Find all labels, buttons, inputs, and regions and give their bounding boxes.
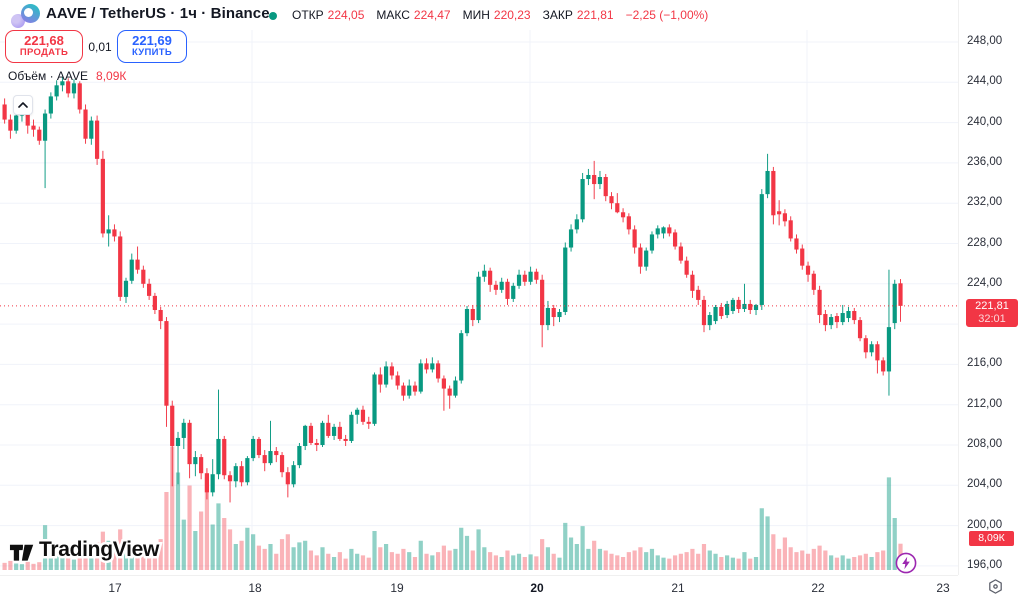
buy-price: 221,69: [132, 33, 172, 49]
time-tick-label: 23: [936, 581, 950, 595]
time-tick-label: 19: [390, 581, 404, 595]
sell-label: ПРОДАТЬ: [19, 47, 69, 59]
volume-study-legend[interactable]: Объём · AAVE 8,09К: [8, 69, 126, 83]
price-tick-label: 236,00: [967, 155, 1003, 168]
open-value: 224,05: [327, 8, 365, 22]
time-tick-label: 22: [811, 581, 825, 595]
change-value: −2,25 (−1,00%): [625, 8, 709, 22]
spread-value: 0,01: [84, 30, 116, 63]
aave-coin-icon: [10, 3, 42, 29]
price-tick-label: 224,00: [967, 276, 1003, 289]
tradingview-watermark: TradingView TradingView: [8, 536, 162, 566]
price-tick-label: 208,00: [967, 438, 1003, 450]
close-label: ЗАКР: [542, 8, 573, 22]
time-tick-label: 20: [530, 581, 544, 595]
bar-countdown: 32:01: [978, 312, 1006, 325]
low-label: МИН: [462, 8, 490, 22]
price-tick-label: 204,00: [967, 478, 1003, 491]
close-value: 221,81: [576, 8, 614, 22]
sell-price: 221,68: [24, 33, 64, 49]
legend-collapse-button[interactable]: [13, 95, 33, 115]
volume-axis-badge: 8,09К: [969, 531, 1014, 546]
price-tick-label: 200,00: [967, 518, 1003, 531]
symbol-title[interactable]: AAVE / TetherUS · 1ч · Binance: [46, 5, 270, 22]
buy-label: КУПИТЬ: [131, 47, 173, 59]
price-tick-label: 244,00: [967, 75, 1003, 88]
chevron-up-icon: [18, 102, 28, 108]
watermark-text: TradingView TradingView: [36, 536, 161, 564]
ohlc-readout: ОТКР 224,05 МАКС 224,47 МИН 220,23 ЗАКР 221,…: [292, 8, 708, 22]
price-scale-settings-gear-icon[interactable]: [987, 578, 1004, 595]
open-label: ОТКР: [292, 8, 324, 22]
price-tick-label: 216,00: [967, 357, 1003, 370]
chart-header: AAVE / TetherUS · 1ч · Binance ОТКР 224,0…: [0, 0, 1024, 28]
volume-study-title: Объём · AAVE: [8, 69, 89, 83]
buy-button[interactable]: 221,69 КУПИТЬ: [117, 30, 187, 63]
price-axis[interactable]: 221,81 32:01 8,09К 248,00 244,00 240,00 236…: [958, 0, 1024, 594]
volume-study-value: 8,09К: [96, 69, 127, 83]
coin-primary-icon: [21, 4, 40, 23]
time-axis[interactable]: 17 18 19 20 21 22 23: [0, 575, 958, 601]
high-label: МАКС: [376, 8, 410, 22]
price-tick-label: 196,00: [967, 558, 1003, 571]
time-tick-label: 17: [108, 581, 122, 595]
time-tick-label: 21: [671, 581, 685, 595]
tradingview-logo-icon: [8, 543, 35, 562]
candlestick-chart-canvas[interactable]: [0, 0, 958, 601]
market-open-dot-icon: [269, 12, 277, 20]
price-tick-label: 248,00: [967, 35, 1003, 47]
quick-trade-lightning-button[interactable]: [895, 552, 917, 574]
price-tick-label: 228,00: [967, 236, 1003, 249]
last-price-value: 221,81: [975, 299, 1009, 312]
price-tick-label: 240,00: [967, 115, 1003, 128]
time-tick-label: 18: [248, 581, 262, 595]
sell-button[interactable]: 221,68 ПРОДАТЬ: [5, 30, 83, 63]
last-price-badge: 221,81 32:01: [966, 298, 1018, 327]
high-value: 224,47: [413, 8, 451, 22]
price-tick-label: 212,00: [967, 397, 1003, 410]
low-value: 220,23: [493, 8, 531, 22]
price-tick-label: 232,00: [967, 196, 1003, 209]
